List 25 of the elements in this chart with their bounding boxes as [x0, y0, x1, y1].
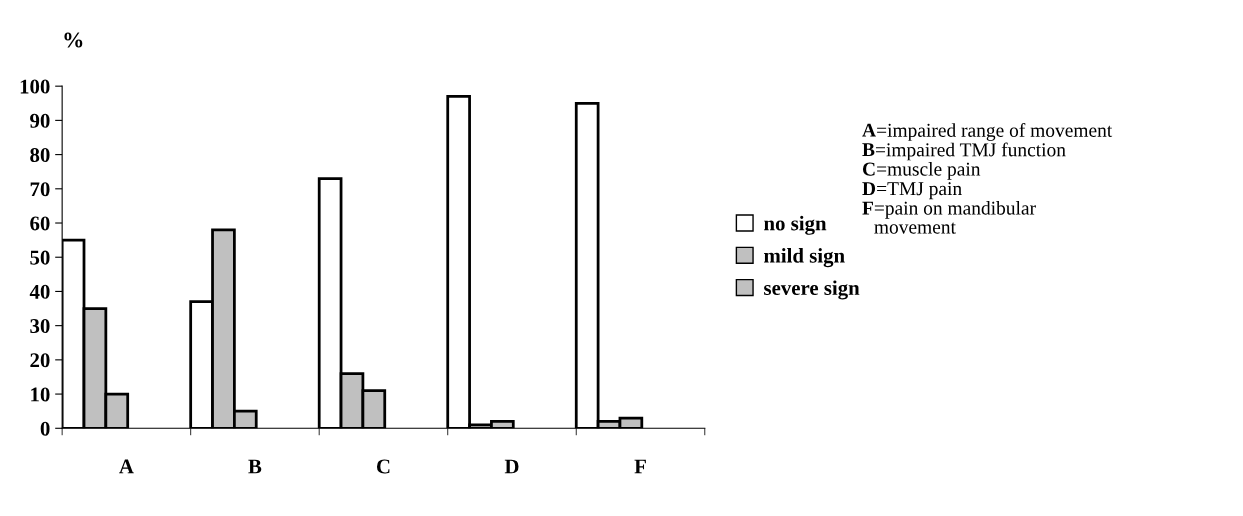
- y-tick-label: 80: [30, 147, 50, 163]
- y-tick-label: 10: [31, 387, 50, 402]
- y-tick-label: 30: [30, 319, 50, 334]
- y-tick-label: 100: [20, 79, 50, 94]
- text: B=impaired TMJ function: [862, 142, 1066, 161]
- x-tick-label: A: [119, 459, 134, 474]
- y-tick-label: 0: [40, 421, 50, 436]
- x-tick-label: B: [248, 459, 262, 474]
- y-tick-label: 20: [30, 353, 50, 368]
- legend-label: mild sign: [764, 248, 845, 268]
- text: A=impaired range of movement: [862, 123, 1113, 141]
- legend-label: no sign: [764, 215, 827, 235]
- x-tick-label: F: [634, 459, 646, 474]
- y-tick-label: 60: [30, 216, 50, 231]
- x-tick-label: D: [504, 459, 519, 474]
- y-tick-label: 50: [30, 250, 50, 265]
- text: F=pain on mandibular movement: [862, 201, 1036, 234]
- legend-label: severe sign: [764, 280, 860, 300]
- y-tick-label: 70: [30, 182, 50, 197]
- y-tick-label: 90: [30, 113, 50, 128]
- text: D=TMJ pain: [862, 182, 962, 200]
- text: C=muscle pain: [862, 162, 981, 180]
- x-tick-label: C: [376, 459, 390, 474]
- y-tick-label: 40: [29, 284, 50, 299]
- y-axis-title: %: [64, 32, 83, 48]
